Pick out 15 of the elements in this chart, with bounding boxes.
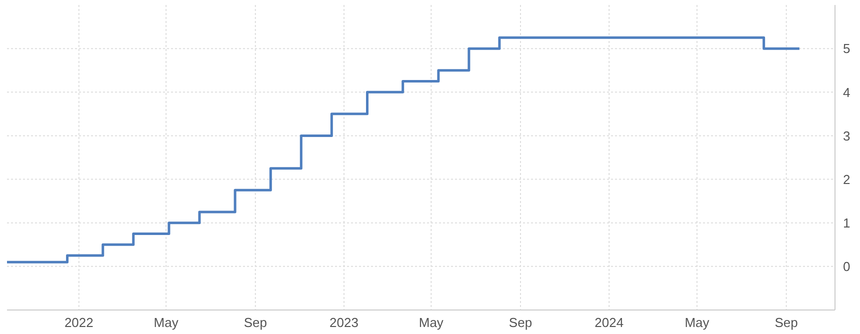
y-tick-label: 1	[843, 215, 850, 230]
x-tick-label: Sep	[508, 315, 532, 330]
x-tick-label: May	[154, 315, 179, 330]
x-tick-label: 2023	[330, 315, 358, 330]
y-tick-label: 5	[843, 41, 850, 56]
x-tick-label: 2022	[64, 315, 94, 330]
x-tick-label: Sep	[244, 315, 267, 330]
y-tick-label: 4	[843, 84, 850, 100]
y-tick-label: 2	[843, 172, 850, 187]
x-tick-label: May	[684, 315, 710, 330]
x-tick-label: Sep	[774, 315, 798, 330]
x-tick-label: 2024	[594, 315, 624, 330]
x-tick-label: May	[418, 315, 444, 330]
y-tick-label: 0	[843, 259, 850, 274]
y-tick-label: 3	[843, 128, 850, 144]
